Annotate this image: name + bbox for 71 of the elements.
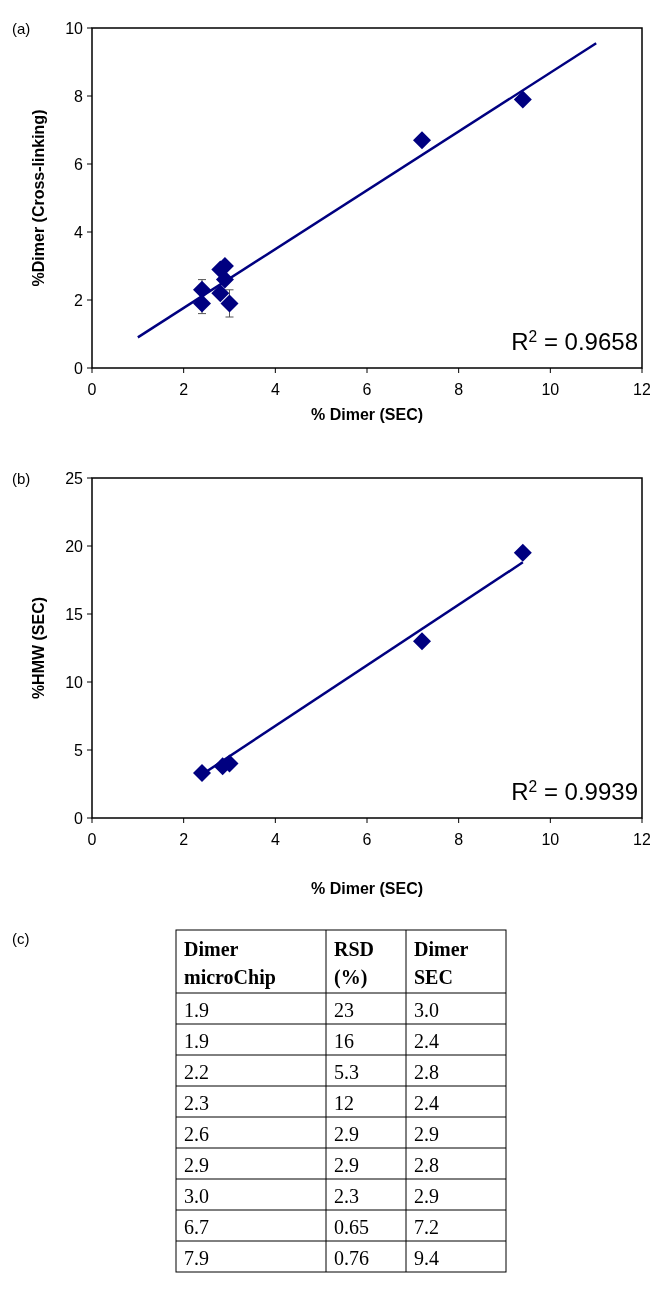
- text: 2.3: [334, 1185, 359, 1207]
- category-label: RSD (%): [334, 938, 375, 989]
- chart-title: (a): [12, 20, 31, 37]
- text: 2.2: [184, 1061, 209, 1083]
- point: [211, 284, 230, 303]
- text: 1.9: [184, 999, 209, 1021]
- text: 1.9: [184, 1030, 209, 1052]
- y-tick-label: 10: [65, 674, 84, 691]
- text: (c): [12, 930, 30, 947]
- x-tick-label: 0: [87, 381, 97, 398]
- text: 12: [334, 1092, 354, 1114]
- x-tick-label: 10: [541, 381, 560, 398]
- text: 2.9: [414, 1185, 439, 1207]
- y-tick-label: 2: [74, 292, 84, 309]
- text: 2.8: [414, 1154, 439, 1176]
- category-label: Dimer SEC: [414, 938, 469, 988]
- point: [513, 543, 532, 562]
- y-tick-label: 4: [74, 224, 84, 241]
- y-tick-label: 25: [65, 470, 84, 487]
- x-tick-label: 12: [633, 831, 651, 848]
- text: 23: [334, 999, 354, 1021]
- point: [413, 632, 431, 651]
- text: 0.76: [334, 1247, 369, 1269]
- category-label: Dimer microChip: [184, 938, 276, 989]
- text: 2.9: [334, 1123, 359, 1145]
- annotation: R$^{2}$ = 0.9939: [511, 777, 638, 805]
- x-axis-title: % Dimer (SEC): [310, 880, 424, 897]
- y-tick-label: 0: [74, 810, 84, 827]
- x-tick-label: 8: [454, 381, 464, 398]
- text: 7.2: [414, 1216, 439, 1238]
- text: 2.9: [334, 1154, 359, 1176]
- text: 0.65: [334, 1216, 369, 1238]
- x-tick-label: 6: [362, 831, 372, 848]
- text: 2.9: [184, 1154, 209, 1176]
- text: 2.3: [184, 1092, 209, 1114]
- text: 2.4: [414, 1030, 439, 1052]
- x-tick-label: 4: [270, 831, 280, 848]
- x-tick-label: 12: [633, 381, 651, 398]
- y-tick-label: 5: [74, 742, 84, 759]
- y-axis-title: %HMW (SEC): [30, 596, 47, 700]
- chart-title: (b): [12, 470, 31, 487]
- x-tick-label: 2: [179, 831, 189, 848]
- text: 3.0: [184, 1185, 209, 1207]
- text: 6.7: [184, 1216, 209, 1238]
- text: 16: [334, 1030, 354, 1052]
- text: 2.4: [414, 1092, 439, 1114]
- x-tick-label: 2: [179, 381, 189, 398]
- point: [220, 294, 239, 313]
- text: 2.8: [414, 1061, 439, 1083]
- text: 9.4: [414, 1247, 439, 1269]
- y-tick-label: 6: [74, 156, 84, 173]
- y-tick-label: 15: [65, 606, 84, 623]
- x-tick-label: 8: [454, 831, 464, 848]
- x-tick-label: 10: [541, 831, 560, 848]
- y-tick-label: 0: [74, 360, 84, 377]
- y-tick-label: 20: [65, 538, 84, 555]
- x-tick-label: 6: [362, 381, 372, 398]
- annotation: R$^{2}$ = 0.9658: [511, 327, 638, 355]
- text: 2.9: [414, 1123, 439, 1145]
- text: 5.3: [334, 1061, 359, 1083]
- point: [413, 131, 431, 150]
- text: 7.9: [184, 1247, 209, 1269]
- text: 3.0: [414, 999, 439, 1021]
- y-tick-label: 8: [74, 88, 84, 105]
- x-tick-label: 4: [270, 381, 280, 398]
- y-axis-title: %Dimer (Cross-linking): [30, 109, 47, 287]
- x-tick-label: 0: [87, 831, 97, 848]
- point: [513, 90, 532, 109]
- y-tick-label: 10: [65, 20, 84, 37]
- text: 2.6: [184, 1123, 209, 1145]
- x-axis-title: % Dimer (SEC): [310, 406, 424, 423]
